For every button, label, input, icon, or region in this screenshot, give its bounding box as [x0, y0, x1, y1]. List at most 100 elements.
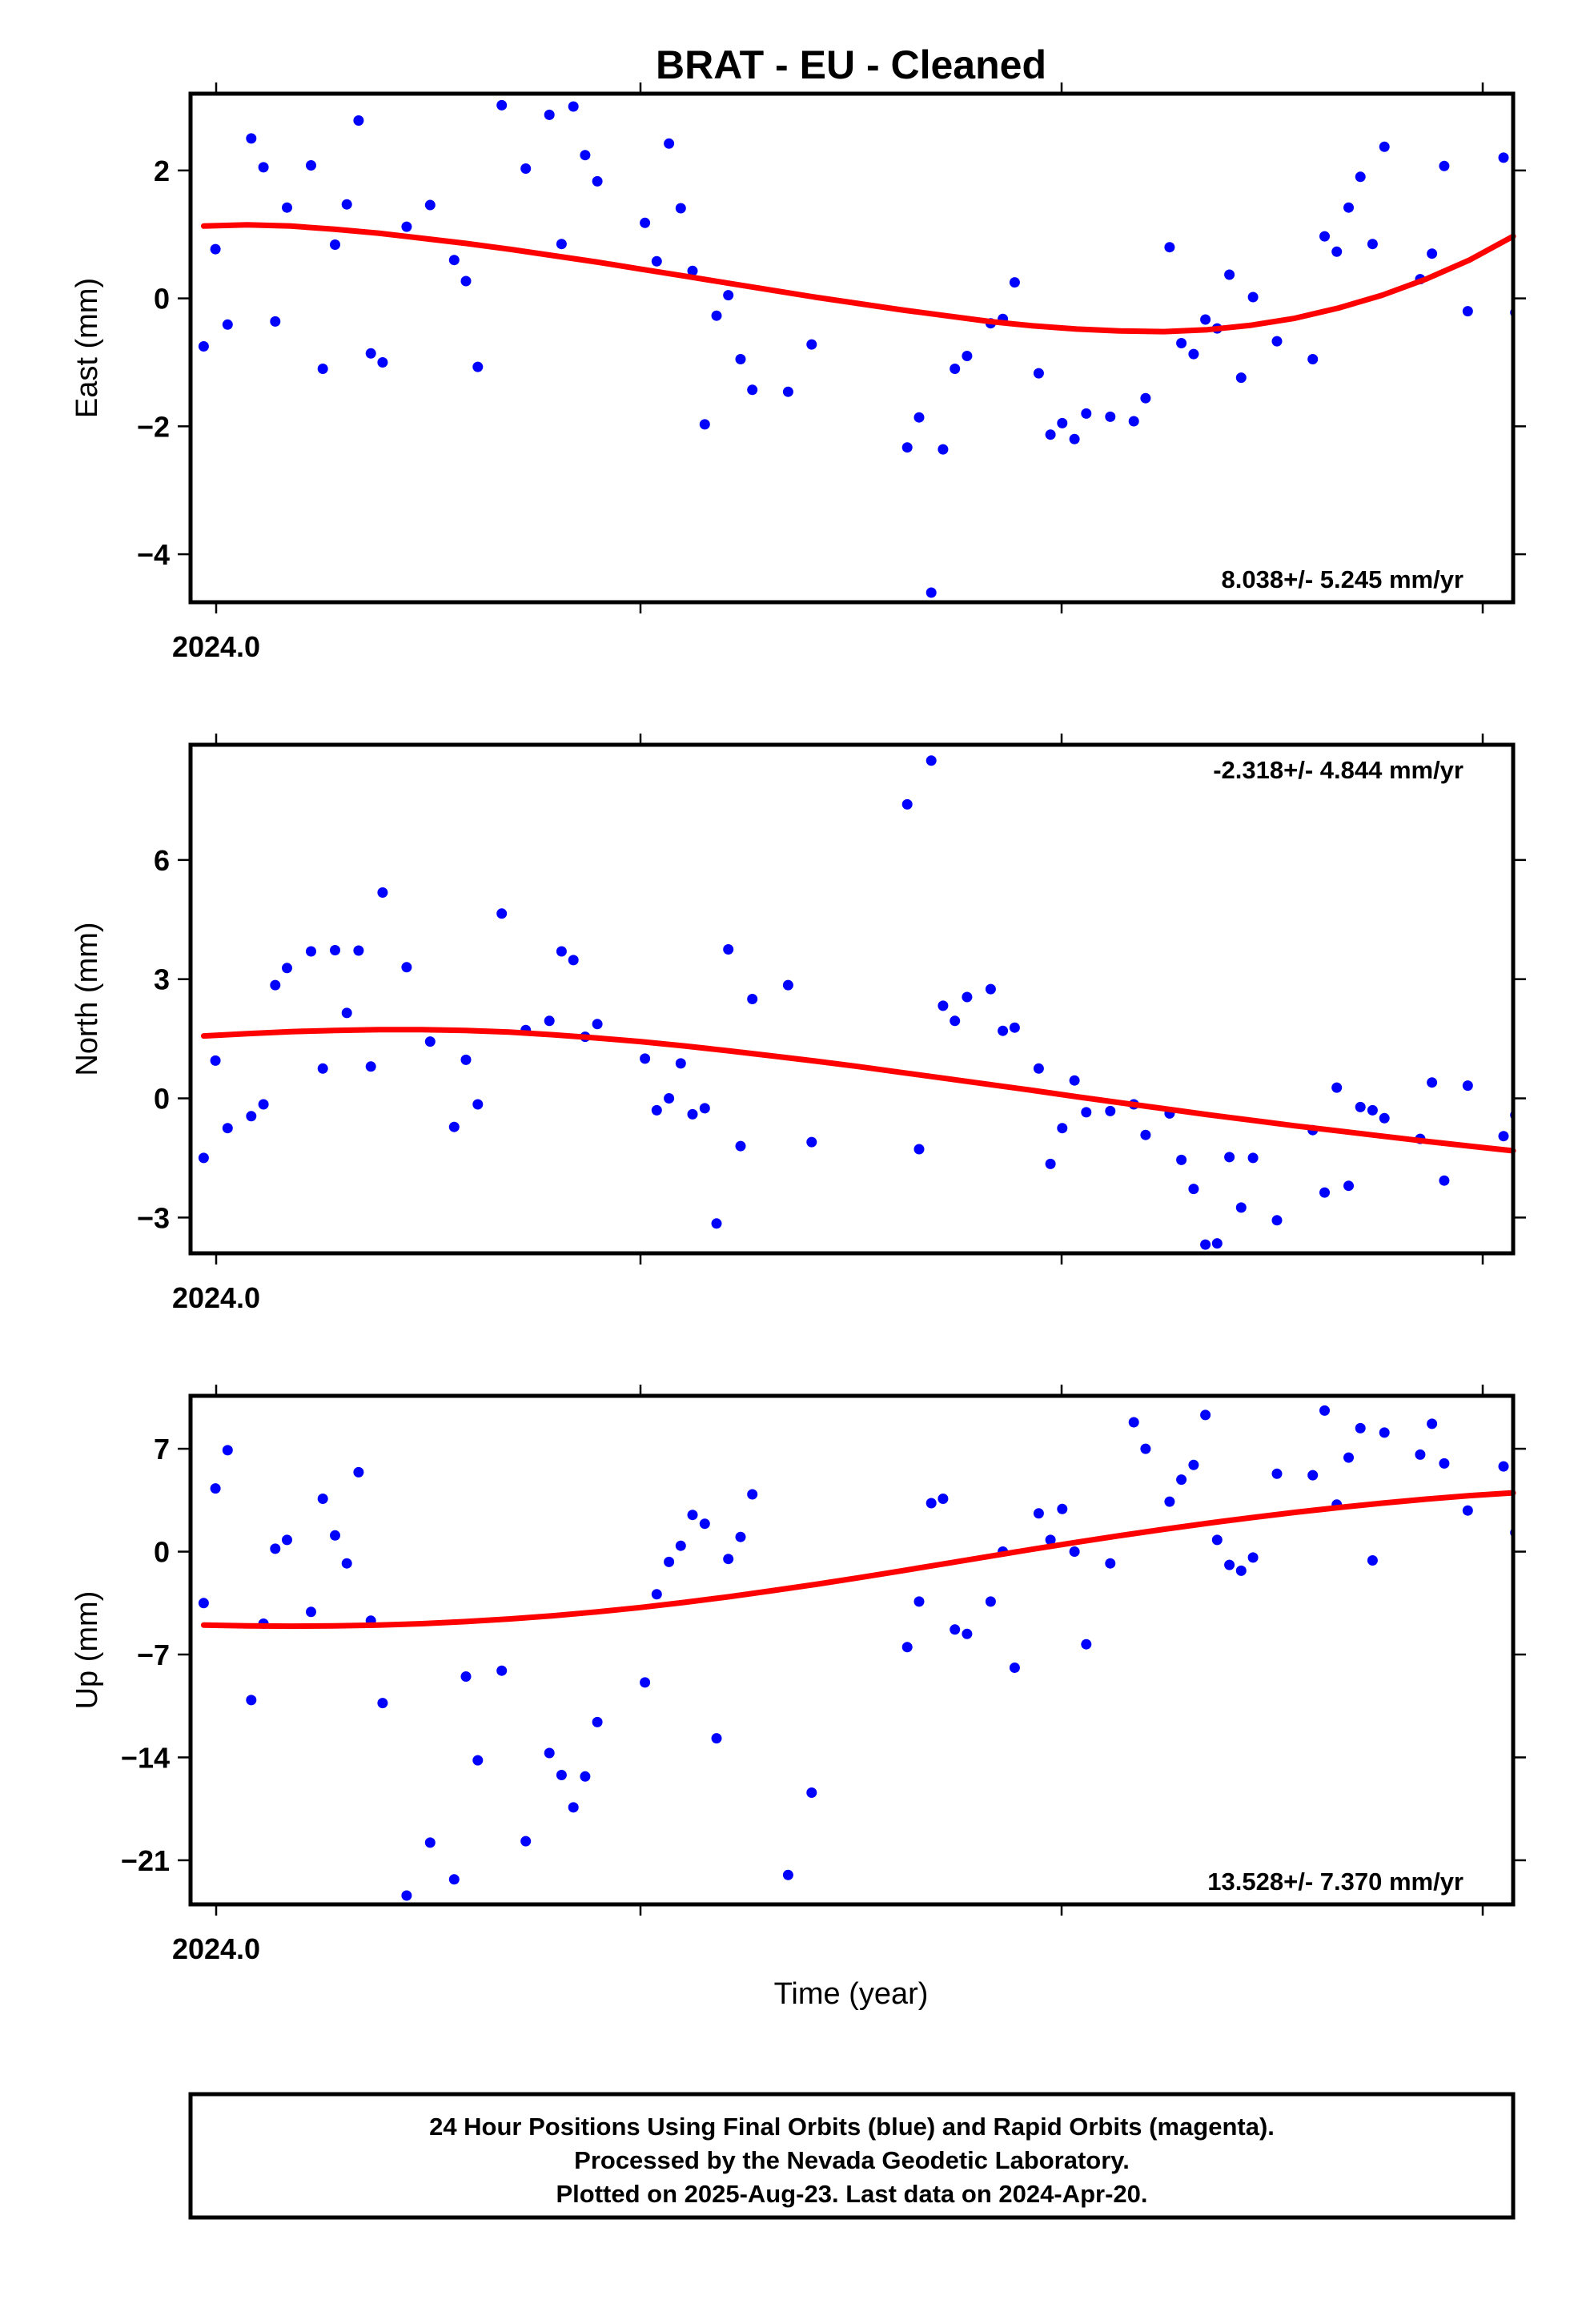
- data-point: [1176, 1474, 1187, 1486]
- data-point: [198, 1598, 209, 1609]
- data-point: [1033, 1508, 1044, 1519]
- data-point: [913, 1596, 925, 1607]
- data-point: [1498, 1131, 1509, 1142]
- y-tick-label: 0: [154, 1536, 170, 1569]
- velocity-rate-label: 8.038+/- 5.245 mm/yr: [1222, 565, 1464, 593]
- y-tick-label: −7: [137, 1638, 170, 1671]
- up-panel: 7 0 −7 −14 −21 2024.0 Up (mm) 13.528+/- 7.370 m…: [70, 1385, 1526, 1965]
- data-point: [1343, 202, 1354, 213]
- data-point: [1081, 408, 1092, 419]
- data-point: [962, 991, 973, 1003]
- data-point: [699, 1103, 710, 1114]
- data-point: [317, 1494, 328, 1504]
- data-point: [1247, 1152, 1259, 1164]
- data-point: [901, 1642, 913, 1653]
- data-point: [1462, 306, 1473, 317]
- data-point: [782, 1869, 793, 1880]
- data-point: [568, 955, 579, 966]
- data-point: [1188, 1184, 1199, 1195]
- y-tick-label: −14: [121, 1741, 170, 1774]
- data-point: [1235, 372, 1247, 384]
- data-point: [640, 1677, 651, 1688]
- data-point: [675, 203, 686, 214]
- data-point: [270, 316, 281, 327]
- data-point: [448, 1874, 460, 1885]
- data-point: [950, 1624, 961, 1635]
- data-point: [950, 1015, 961, 1027]
- velocity-rate-label: -2.318+/- 4.844 mm/yr: [1213, 756, 1464, 784]
- data-point: [377, 357, 388, 368]
- data-point: [1033, 368, 1044, 379]
- data-point: [1140, 392, 1151, 404]
- data-point: [1211, 1238, 1223, 1249]
- data-point: [1105, 1105, 1116, 1116]
- data-point: [1081, 1107, 1092, 1118]
- data-point: [985, 983, 996, 995]
- data-point: [246, 1695, 257, 1706]
- data-point: [1128, 416, 1139, 427]
- y-tick-label: 6: [154, 844, 170, 877]
- data-point: [472, 361, 484, 372]
- data-point: [640, 217, 651, 228]
- data-point: [1355, 1422, 1366, 1433]
- data-point: [913, 1144, 925, 1155]
- data-point: [938, 444, 949, 455]
- data-point: [1176, 338, 1187, 348]
- data-point: [664, 1556, 675, 1567]
- y-tick-label: −3: [137, 1201, 170, 1234]
- data-point: [938, 1494, 949, 1504]
- data-point: [460, 1054, 472, 1065]
- data-point: [1200, 1409, 1211, 1421]
- data-point: [341, 199, 352, 210]
- data-point: [496, 908, 508, 919]
- data-point: [1009, 277, 1020, 288]
- data-point: [592, 1716, 603, 1727]
- data-point: [424, 1837, 436, 1848]
- x-tick-label: 2024.0: [172, 630, 260, 663]
- data-point: [926, 755, 937, 766]
- data-point: [401, 962, 412, 973]
- data-point: [282, 202, 292, 213]
- plot-frame: [188, 1393, 1516, 1907]
- data-point: [317, 1063, 328, 1074]
- data-point: [962, 1628, 973, 1639]
- data-point: [1331, 246, 1343, 257]
- data-point: [711, 1733, 722, 1744]
- data-point: [210, 1055, 221, 1066]
- y-tick-label: 2: [154, 155, 170, 187]
- data-point: [1439, 160, 1450, 171]
- data-point: [222, 1123, 233, 1134]
- plot-frame: [188, 742, 1516, 1256]
- data-point: [747, 994, 758, 1004]
- data-point: [1140, 1443, 1151, 1454]
- data-point: [1367, 1555, 1378, 1566]
- data-point: [938, 1000, 949, 1011]
- y-tick-label: −4: [137, 538, 170, 571]
- data-point: [901, 798, 913, 810]
- data-point: [1319, 231, 1330, 242]
- x-axis-label: Time (year): [774, 1977, 929, 2011]
- data-point: [1355, 1101, 1366, 1112]
- data-point: [699, 419, 710, 430]
- y-axis-label: North (mm): [70, 922, 104, 1076]
- data-point: [306, 1606, 316, 1618]
- y-tick-label: −2: [137, 410, 170, 443]
- trend-fit-line: [200, 222, 1516, 335]
- data-point: [401, 221, 412, 232]
- data-point: [723, 1554, 734, 1565]
- data-point: [699, 1518, 710, 1530]
- data-point: [1439, 1175, 1450, 1186]
- data-point: [747, 384, 758, 396]
- data-point: [1069, 433, 1080, 444]
- footer-line-3: Plotted on 2025-Aug-23. Last data on 202…: [556, 2180, 1147, 2208]
- data-point: [544, 1015, 555, 1027]
- data-point: [1367, 239, 1378, 250]
- data-point: [1307, 1470, 1319, 1481]
- data-point: [675, 1058, 686, 1069]
- data-point: [460, 1671, 472, 1682]
- data-point: [926, 587, 937, 598]
- data-point: [246, 133, 257, 144]
- data-point: [1343, 1452, 1354, 1463]
- data-point: [270, 1543, 281, 1554]
